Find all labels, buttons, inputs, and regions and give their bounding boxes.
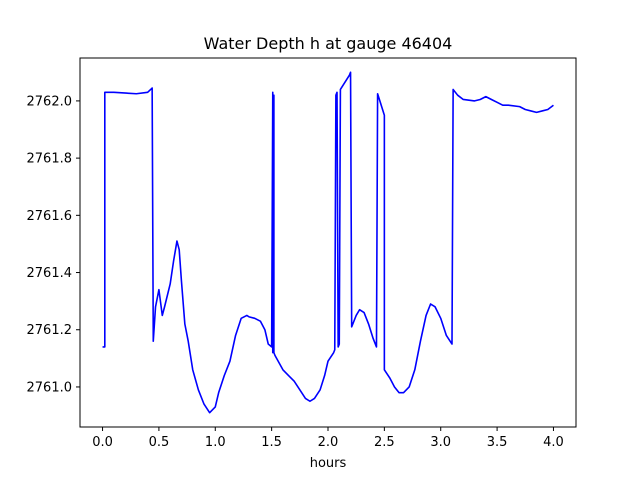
x-tick-label: 3.5 (487, 435, 508, 450)
x-tick-label: 0.0 (92, 435, 113, 450)
plot-frame (79, 57, 577, 428)
y-tick-label: 2761.2 (27, 323, 73, 338)
x-tick-label: 4.0 (543, 435, 564, 450)
x-tick-label: 2.0 (318, 435, 339, 450)
chart-title: Water Depth h at gauge 46404 (204, 34, 453, 53)
y-tick-label: 2761.8 (27, 152, 73, 167)
y-axis-ticks: 2761.0 2761.2 2761.4 2761.6 2761.8 2762.0 (27, 94, 80, 395)
y-tick-label: 2762.0 (27, 94, 73, 109)
x-tick-label: 3.0 (430, 435, 451, 450)
y-tick-label: 2761.6 (27, 209, 73, 224)
y-tick-label: 2761.4 (27, 266, 73, 281)
x-tick-label: 1.5 (261, 435, 282, 450)
series-layer (102, 71, 554, 414)
x-tick-label: 2.5 (374, 435, 395, 450)
y-tick-label: 2761.0 (27, 380, 73, 395)
x-axis-label: hours (310, 456, 347, 471)
x-tick-label: 0.5 (149, 435, 170, 450)
x-axis-ticks: 0.0 0.5 1.0 1.5 2.0 2.5 3.0 3.5 4.0 (92, 427, 564, 450)
x-tick-label: 1.0 (205, 435, 226, 450)
series-line-0 (102, 71, 554, 414)
